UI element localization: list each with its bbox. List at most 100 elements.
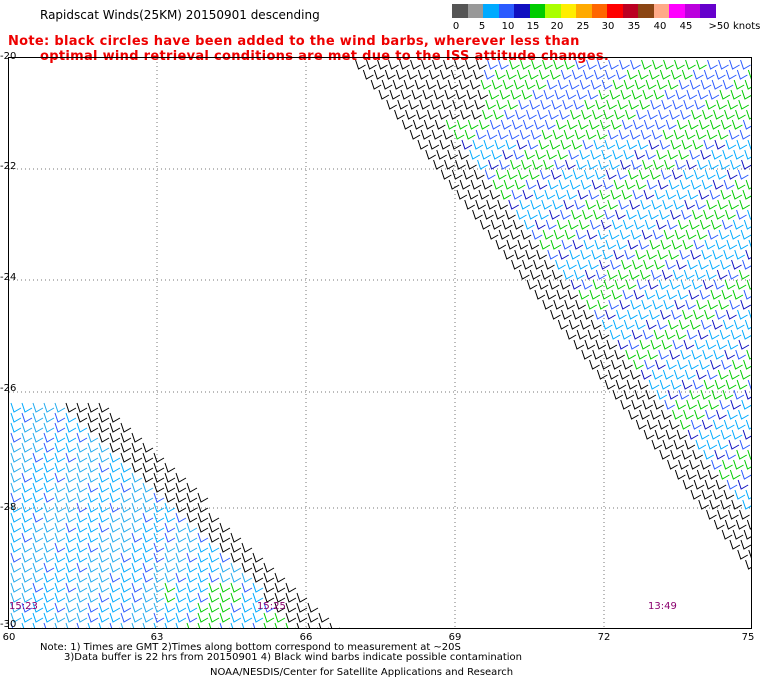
wind-barb [538, 69, 550, 80]
colorbar-swatch [498, 4, 514, 18]
wind-barb [142, 572, 154, 583]
wind-barb [544, 119, 556, 130]
wind-barb [727, 99, 739, 110]
wind-barb [65, 502, 77, 513]
wind-barb [602, 179, 614, 190]
wind-barb [519, 199, 531, 210]
wind-barb [675, 329, 687, 340]
colorbar-swatch [467, 4, 483, 18]
wind-barb [451, 169, 463, 180]
wind-barb [727, 269, 739, 280]
wind-barb [734, 489, 746, 500]
wind-barb [589, 289, 601, 300]
wind-barb [464, 199, 476, 210]
wind-barb [658, 109, 669, 120]
wind-barb [532, 89, 544, 100]
wind-barb [631, 329, 643, 340]
wind-barb [548, 279, 560, 290]
wind-barb [241, 612, 253, 623]
wind-barb [131, 472, 143, 483]
wind-barb [570, 279, 582, 290]
wind-barb [740, 539, 751, 550]
wind-barb [599, 119, 611, 130]
wind-barb [700, 319, 712, 330]
wind-barb [54, 622, 65, 628]
wind-barb [465, 59, 476, 70]
wind-barb [595, 99, 607, 110]
wind-barb [623, 149, 635, 160]
wind-barb [728, 199, 740, 210]
wind-barb [711, 389, 723, 400]
wind-barb [688, 289, 700, 300]
wind-barb [241, 552, 253, 563]
wind-barb [670, 449, 682, 460]
wind-barb [164, 592, 176, 603]
wind-barb [704, 479, 716, 490]
wind-barb [568, 319, 580, 330]
wind-barb [495, 239, 507, 250]
wind-barb [622, 289, 634, 300]
wind-barb [732, 289, 744, 300]
wind-barb [565, 89, 577, 100]
wind-barb [703, 449, 715, 460]
wind-barb [87, 402, 99, 413]
wind-barb [662, 129, 674, 140]
wind-barb [219, 602, 231, 613]
wind-barb [662, 199, 674, 210]
wind-barb [666, 219, 678, 230]
wind-barb [471, 109, 482, 120]
wind-barb [518, 99, 530, 110]
wind-barb [76, 472, 88, 483]
wind-barb [392, 79, 404, 90]
wind-barb [608, 299, 620, 310]
wind-barb [408, 99, 420, 110]
lat-label-20: -20 [0, 51, 17, 62]
wind-barb [197, 592, 209, 603]
wind-barb [54, 592, 66, 603]
wind-barb [263, 612, 275, 623]
wind-barb [729, 229, 741, 240]
wind-barb [87, 542, 99, 553]
wind-barb [733, 79, 745, 90]
wind-barb [744, 79, 751, 90]
wind-barb [120, 442, 132, 453]
wind-barb [109, 512, 121, 523]
colorbar-swatch [591, 4, 607, 18]
wind-barb [462, 169, 474, 180]
wind-barb [377, 59, 388, 70]
wind-barb [673, 439, 685, 450]
wind-barb [728, 439, 740, 450]
wind-barb [719, 89, 731, 100]
wind-barb [65, 592, 77, 603]
wind-barb [710, 219, 722, 230]
wind-barb [480, 149, 492, 160]
wind-barb [263, 582, 275, 593]
wind-barb [553, 299, 565, 310]
wind-barb [476, 59, 487, 70]
wind-barb [486, 199, 498, 210]
wind-barb [667, 389, 679, 400]
wind-barb [10, 402, 22, 413]
wind-barb [32, 432, 44, 443]
wind-barb [445, 119, 457, 130]
wind-barb [532, 159, 543, 170]
wind-barb [691, 109, 702, 120]
wind-barb [285, 602, 297, 613]
pass-time-2: 15:25 [257, 601, 286, 612]
wind-barb [606, 99, 618, 110]
wind-barb [681, 209, 692, 220]
wind-barb [560, 69, 572, 80]
wind-barb [599, 189, 611, 200]
wind-barb [142, 612, 154, 623]
wind-barb [461, 69, 473, 80]
wind-barb [671, 239, 683, 250]
wind-barb [432, 59, 443, 70]
wind-barb [491, 149, 503, 160]
wind-barb [525, 249, 537, 260]
wind-barb [716, 409, 727, 420]
wind-barb [208, 592, 220, 603]
wind-barb [120, 532, 132, 543]
wind-barb [131, 622, 142, 628]
wind-barb [164, 612, 176, 623]
wind-barb [109, 442, 121, 453]
